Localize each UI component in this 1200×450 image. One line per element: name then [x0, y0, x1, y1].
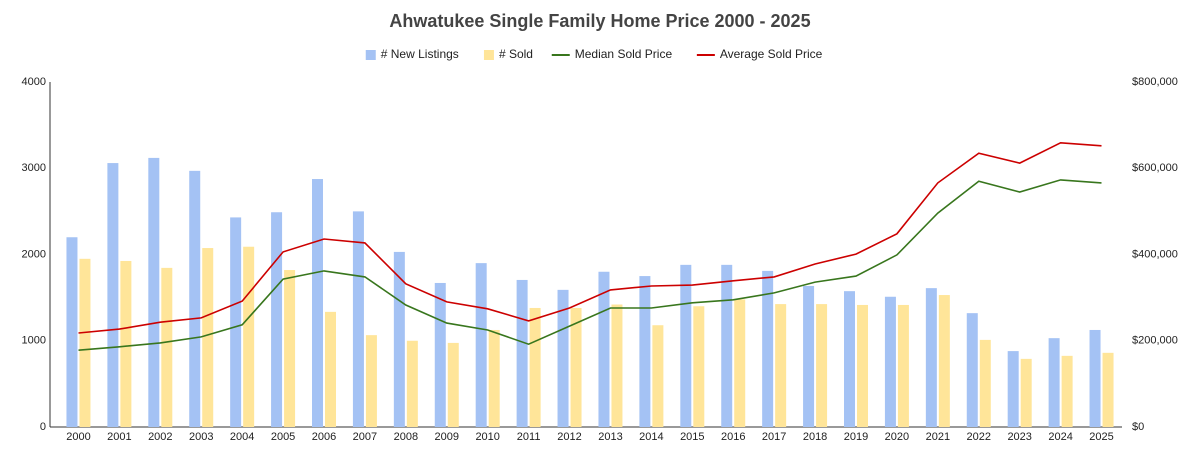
chart-title: Ahwatukee Single Family Home Price 2000 … [389, 11, 810, 31]
bar [66, 237, 78, 427]
bar [230, 217, 242, 427]
bar [938, 295, 950, 427]
x-tick-label: 2009 [435, 431, 459, 443]
y2-tick-label: $800,000 [1132, 76, 1178, 88]
bar [693, 306, 705, 427]
x-tick-label: 2011 [517, 431, 541, 443]
x-tick-label: 2014 [639, 431, 663, 443]
y2-tick-label: $400,000 [1132, 248, 1178, 260]
bar [107, 163, 119, 427]
y2-tick-label: $0 [1132, 421, 1144, 433]
x-tick-label: 2023 [1007, 431, 1031, 443]
bar [1061, 355, 1073, 427]
x-tick-label: 2017 [762, 431, 786, 443]
bar [803, 285, 815, 427]
bar [488, 329, 500, 427]
x-tick-label: 2013 [598, 431, 622, 443]
bar [925, 288, 937, 427]
bar [434, 282, 446, 427]
bar [529, 307, 541, 427]
x-tick-label: 2002 [148, 431, 172, 443]
x-tick-label: 2010 [475, 431, 499, 443]
x-tick-label: 2021 [926, 431, 950, 443]
x-tick-label: 2006 [312, 431, 336, 443]
bar [639, 276, 651, 427]
x-tick-label: 2000 [66, 431, 90, 443]
x-tick-label: 2024 [1048, 431, 1072, 443]
bar [844, 291, 855, 427]
bar [475, 263, 487, 427]
bar [857, 304, 868, 427]
line [78, 179, 1102, 351]
bar [734, 299, 746, 427]
x-tick-label: 2016 [721, 431, 745, 443]
bar [1089, 329, 1101, 427]
bar [1007, 351, 1019, 427]
bar [775, 304, 787, 427]
x-tick-label: 2025 [1089, 431, 1113, 443]
x-tick-label: 2008 [394, 431, 418, 443]
y-tick-label: 4000 [22, 76, 46, 88]
bar [352, 211, 364, 427]
legend-label: Average Sold Price [720, 47, 823, 61]
bar [884, 296, 896, 427]
x-tick-label: 2015 [680, 431, 704, 443]
bar [979, 339, 991, 427]
bar [393, 251, 405, 427]
bar [598, 271, 610, 427]
bar [966, 313, 978, 427]
x-tick-label: 2018 [803, 431, 827, 443]
bar [120, 260, 132, 427]
x-tick-label: 2020 [885, 431, 909, 443]
bar [680, 264, 692, 427]
bar [284, 270, 296, 427]
bar [570, 307, 582, 427]
y-tick-label: 1000 [22, 335, 46, 347]
x-tick-label: 2005 [271, 431, 295, 443]
bar [365, 335, 377, 427]
bar [557, 289, 569, 427]
bar [516, 279, 528, 427]
bar [161, 267, 173, 427]
y-tick-label: 2000 [22, 248, 46, 260]
y2-tick-label: $600,000 [1132, 162, 1178, 174]
x-tick-label: 2001 [107, 431, 131, 443]
y2-tick-label: $200,000 [1132, 335, 1178, 347]
bar [1020, 358, 1032, 427]
bar [148, 157, 160, 427]
bar [762, 270, 774, 427]
bar [271, 212, 283, 427]
x-tick-label: 2003 [189, 431, 213, 443]
bar [816, 304, 828, 427]
legend-label: # New Listings [381, 47, 459, 61]
x-tick-label: 2007 [353, 431, 377, 443]
line [78, 141, 1102, 334]
y-tick-label: 3000 [22, 162, 46, 174]
bar [243, 246, 255, 427]
bar [189, 170, 201, 427]
bar [406, 340, 418, 427]
x-tick-label: 2022 [967, 431, 991, 443]
x-tick-label: 2019 [844, 431, 868, 443]
legend: # New Listings # Sold Median Sold Price Ave… [365, 47, 823, 61]
bar [1048, 338, 1060, 427]
x-tick-label: 2004 [230, 431, 254, 443]
bar [325, 311, 336, 427]
bar [611, 304, 623, 427]
legend-swatch [365, 50, 376, 60]
bar [897, 304, 909, 427]
legend-label: # Sold [499, 47, 533, 61]
bar [721, 264, 733, 427]
bar [652, 325, 664, 427]
legend-swatch [483, 50, 494, 60]
bar [312, 179, 323, 427]
y-tick-label: 0 [40, 421, 46, 433]
legend-label: Median Sold Price [575, 47, 673, 61]
x-tick-label: 2012 [557, 431, 581, 443]
bar [1102, 352, 1114, 427]
bar [447, 342, 459, 427]
bar [79, 258, 91, 427]
bar [202, 248, 214, 427]
